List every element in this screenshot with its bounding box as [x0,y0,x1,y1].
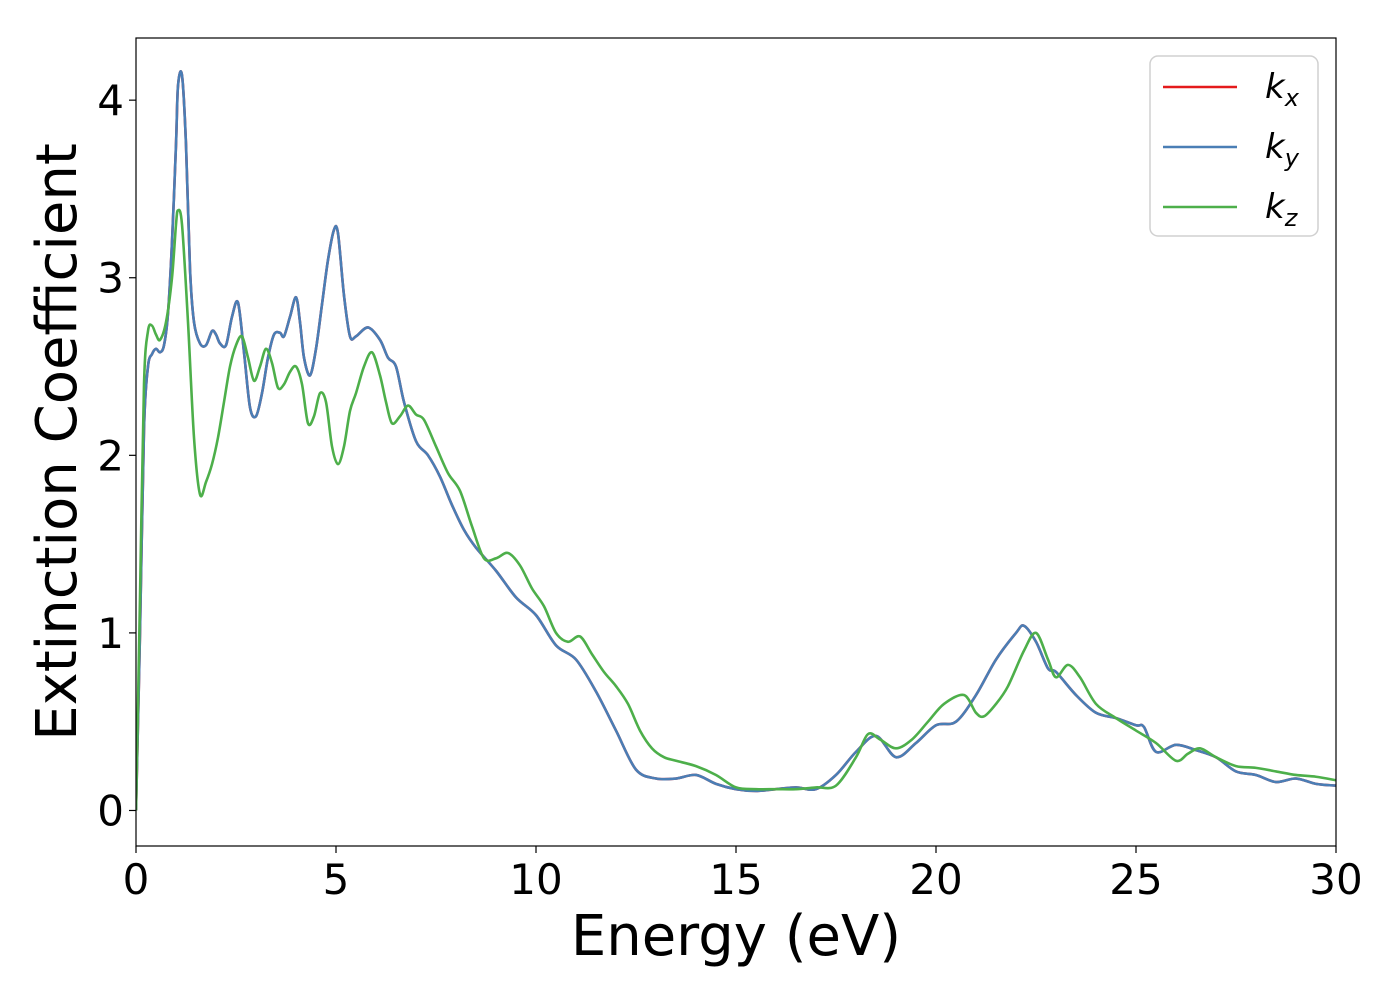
legend-label-kz: kz [1265,187,1299,232]
x-axis-ticks: 0 5 10 15 20 25 30 [123,846,1363,904]
x-tick-label: 5 [323,855,350,904]
series-layer [136,70,1336,811]
y-tick-label: 1 [97,609,124,658]
series-line-ky [136,70,1336,811]
x-tick-label: 15 [709,855,762,904]
y-tick-label: 4 [97,76,124,125]
y-axis-ticks: 0 1 2 3 4 [97,76,136,835]
x-tick-label: 25 [1109,855,1162,904]
legend-label-ky: ky [1265,127,1300,172]
x-tick-label: 0 [123,855,150,904]
y-axis-label: Extinction Coefficient [25,143,90,741]
x-axis-label: Energy (eV) [571,904,901,969]
x-tick-label: 10 [509,855,562,904]
legend-label-kx: kx [1265,67,1300,112]
y-tick-label: 3 [97,254,124,303]
x-tick-label: 30 [1309,855,1362,904]
y-tick-label: 0 [97,786,124,835]
x-tick-label: 20 [909,855,962,904]
y-tick-label: 2 [97,431,124,480]
legend: kx ky kz [1149,55,1319,237]
series-line-kz [136,208,1336,811]
